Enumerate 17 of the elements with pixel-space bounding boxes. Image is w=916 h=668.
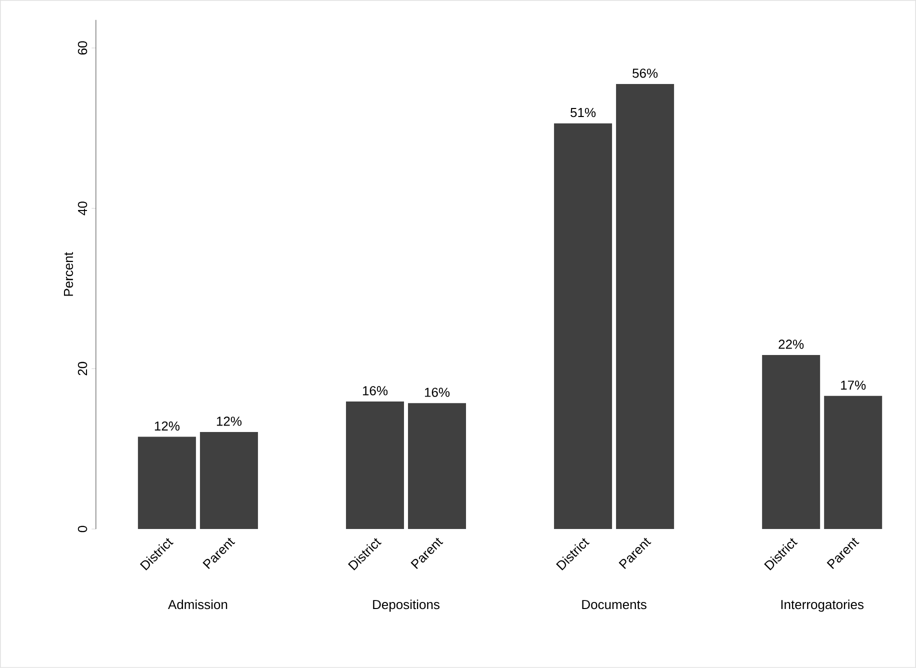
y-axis-title: Percent <box>64 252 74 296</box>
text: Documents <box>582 600 646 610</box>
data-label: 16% <box>362 386 388 396</box>
text: Admission <box>168 600 228 610</box>
y-tick-label: 0 <box>78 526 88 532</box>
data-label: 56% <box>632 68 658 78</box>
data-label: 51% <box>570 108 596 118</box>
data-label: 22% <box>778 340 804 349</box>
y-tick-label: 40 <box>78 202 88 216</box>
data-label: 17% <box>841 380 866 390</box>
y-tick-label: 60 <box>78 41 88 55</box>
data-label: 12% <box>216 416 242 426</box>
y-tick-label: 20 <box>78 362 88 376</box>
data-label: 12% <box>154 421 180 431</box>
text: Depositions <box>373 600 440 612</box>
text: Interrogatories <box>781 600 864 612</box>
data-label: 16% <box>424 388 450 397</box>
